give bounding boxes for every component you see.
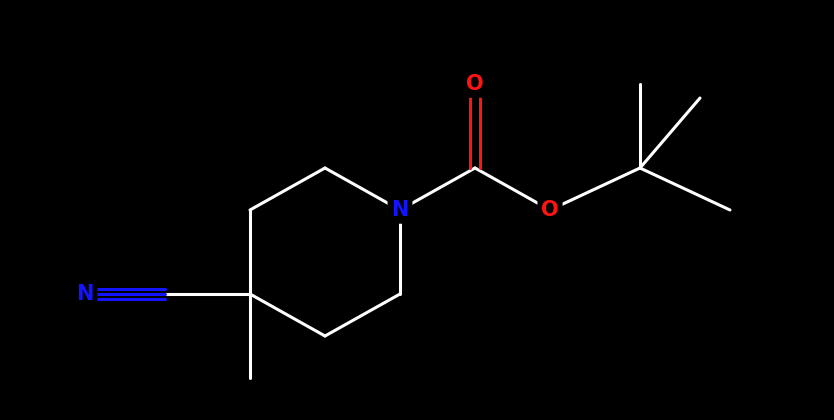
Text: N: N xyxy=(77,284,93,304)
Text: N: N xyxy=(391,200,409,220)
Text: O: O xyxy=(466,74,484,94)
Text: O: O xyxy=(541,200,559,220)
